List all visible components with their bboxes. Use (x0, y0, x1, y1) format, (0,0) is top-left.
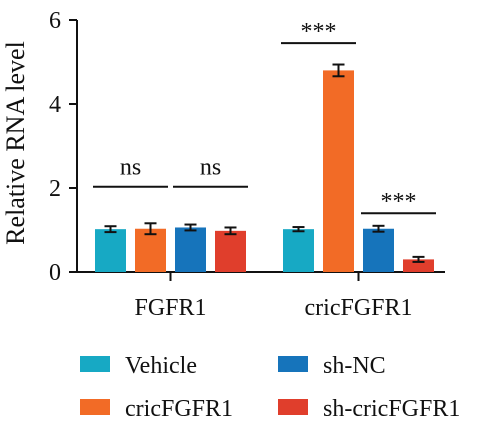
y-tick-label: 4 (49, 92, 61, 118)
significance-annotations: ns ns *** *** (93, 19, 436, 215)
bar (323, 70, 354, 273)
legend-label: cricFGFR1 (125, 396, 233, 422)
significance-label: ns (120, 155, 141, 181)
legend-swatch (278, 399, 308, 415)
y-tick-label: 6 (49, 8, 61, 34)
legend-swatch (278, 356, 308, 372)
bar (135, 228, 166, 272)
significance-label: *** (301, 19, 337, 45)
significance-label: ns (200, 155, 221, 181)
bar (95, 229, 126, 272)
bar (175, 227, 206, 272)
x-tick-label: FGFR1 (134, 295, 206, 321)
bars (95, 63, 434, 273)
legend-swatch (80, 356, 110, 372)
bar (363, 228, 394, 272)
legend-label: Vehicle (125, 353, 197, 379)
bar (403, 259, 434, 272)
legend-label: sh-NC (323, 353, 386, 379)
x-tick-labels: FGFR1 cricFGFR1 (134, 295, 412, 321)
significance-label: *** (381, 189, 417, 215)
legend: Vehicle cricFGFR1 sh-NC sh-cricFGFR1 (80, 353, 460, 422)
y-axis-label: Relative RNA level (1, 41, 30, 245)
y-ticks: 0 2 4 6 (49, 8, 77, 286)
y-tick-label: 2 (49, 176, 61, 202)
x-tick-label: cricFGFR1 (305, 295, 413, 321)
legend-label: sh-cricFGFR1 (323, 396, 460, 422)
bar (283, 229, 314, 272)
bar (215, 230, 246, 272)
legend-swatch (80, 399, 110, 415)
y-tick-label: 0 (49, 260, 61, 286)
